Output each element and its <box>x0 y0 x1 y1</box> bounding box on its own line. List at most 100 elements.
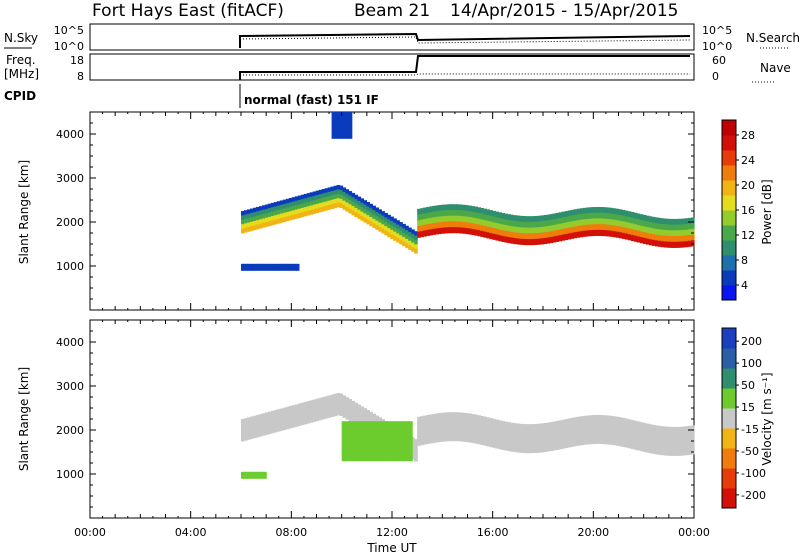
echo-cell <box>283 266 288 269</box>
echo-cell <box>271 269 276 271</box>
echo-cell <box>246 213 251 219</box>
echo-cell <box>585 218 590 226</box>
echo-cell <box>309 201 314 206</box>
echo-cell <box>312 417 317 422</box>
echo-cell <box>651 234 656 241</box>
echo-cell <box>651 228 656 235</box>
echo-cell <box>444 227 448 234</box>
echo-cell <box>345 122 350 129</box>
echo-cell <box>417 433 421 441</box>
echo-cell <box>414 439 418 444</box>
echo-cell <box>393 437 398 446</box>
echo-cell <box>561 228 566 235</box>
echo-cell <box>660 431 665 439</box>
echo-cell <box>435 222 439 229</box>
echo-cell <box>546 439 551 446</box>
echo-cell <box>429 420 433 427</box>
echo-cell <box>253 474 258 477</box>
echo-cell <box>612 416 617 423</box>
echo-cell <box>582 219 587 226</box>
x-tick-label: 04:00 <box>175 526 207 539</box>
echo-cell <box>336 406 341 411</box>
echo-cell <box>480 213 484 220</box>
echo-cell <box>295 265 300 267</box>
echo-cell <box>402 437 407 446</box>
echo-cell <box>666 426 671 433</box>
echo-cell <box>291 214 296 220</box>
echo-cell <box>522 221 527 228</box>
echo-cell <box>639 214 644 221</box>
echo-cell <box>684 437 689 444</box>
echo-cell <box>258 219 263 225</box>
echo-cell <box>597 420 602 427</box>
echo-cell <box>600 437 605 445</box>
echo-cell <box>330 398 335 404</box>
echo-cell <box>519 440 524 448</box>
echo-cell <box>259 263 263 266</box>
echo-cell <box>402 223 406 229</box>
echo-cell <box>690 234 695 241</box>
echo-cell <box>591 218 596 225</box>
echo-cell <box>241 263 245 266</box>
echo-cell <box>375 444 380 454</box>
echo-cell <box>348 127 353 134</box>
echo-cell <box>663 443 668 450</box>
echo-cell <box>267 420 272 426</box>
echo-cell <box>549 427 554 434</box>
echo-cell <box>295 269 300 271</box>
echo-cell <box>648 430 653 437</box>
echo-cell <box>292 269 297 271</box>
echo-cell <box>262 263 266 266</box>
echo-cell <box>504 219 509 226</box>
echo-cell <box>633 212 638 219</box>
echo-cell <box>561 223 566 230</box>
echo-cell <box>274 266 279 269</box>
echo-cell <box>300 402 305 408</box>
echo-cell <box>330 195 335 201</box>
echo-cell <box>522 227 527 234</box>
echo-cell <box>270 202 275 208</box>
echo-cell <box>603 218 608 225</box>
echo-cell <box>462 210 466 217</box>
echo-cell <box>360 429 364 438</box>
echo-cell <box>459 210 463 217</box>
echo-cell <box>525 447 530 454</box>
echo-cell <box>516 215 521 222</box>
echo-cell <box>594 224 599 231</box>
echo-cell <box>513 215 518 222</box>
echo-cell <box>324 413 329 419</box>
echo-cell <box>603 224 608 231</box>
echo-cell <box>489 440 493 448</box>
echo-cell <box>360 406 365 412</box>
echo-cell <box>621 227 626 234</box>
echo-cell <box>657 217 662 224</box>
echo-cell <box>564 228 569 235</box>
echo-cell <box>492 436 497 443</box>
echo-cell <box>324 201 329 207</box>
velocity-xticks: 00:00 04:00 08:00 12:00 16:00 20:00 00:00 <box>74 320 710 539</box>
echo-cell <box>341 429 346 438</box>
echo-cell <box>639 219 644 227</box>
echo-cell <box>510 445 515 452</box>
echo-cell <box>558 223 563 230</box>
echo-cell <box>406 444 410 454</box>
echo-cell <box>669 218 674 226</box>
echo-cell <box>411 229 415 235</box>
echo-cell <box>564 441 569 449</box>
echo-cell <box>474 206 478 213</box>
echo-cell <box>681 432 686 439</box>
echo-cell <box>675 241 680 248</box>
echo-cell <box>411 450 415 456</box>
echo-cell <box>393 218 397 224</box>
echo-cell <box>288 423 293 429</box>
echo-cell <box>261 417 266 423</box>
echo-cell <box>378 226 382 232</box>
echo-cell <box>621 417 626 425</box>
echo-cell <box>285 415 290 421</box>
echo-cell <box>390 429 395 438</box>
echo-cell <box>438 216 442 223</box>
echo-cell <box>384 226 388 231</box>
echo-cell <box>666 230 671 237</box>
echo-cell <box>348 399 353 404</box>
echo-cell <box>288 405 293 411</box>
